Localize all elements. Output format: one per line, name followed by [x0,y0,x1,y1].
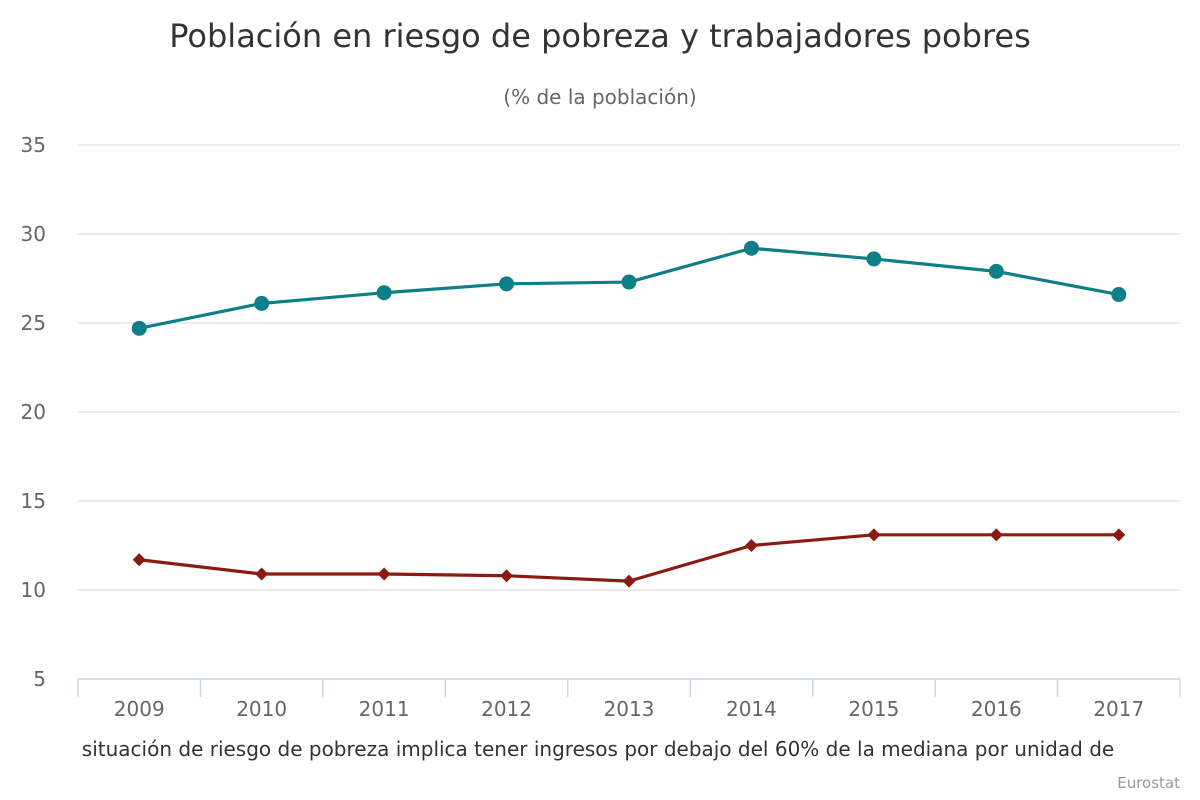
chart-title: Población en riesgo de pobreza y trabaja… [169,17,1031,55]
data-point[interactable] [131,320,147,336]
data-point[interactable] [866,251,882,267]
x-axis-labels: 2009 2010 2011 2012 2013 2014 2015 2016 2017 [114,697,1144,721]
x-tick-label: 2016 [971,697,1022,721]
x-axis [77,678,1181,697]
data-point[interactable] [744,539,758,552]
series-group [131,240,1127,588]
chart-credit[interactable]: Eurostat [1117,774,1180,792]
y-tick-label: 10 [21,578,46,602]
y-tick-label: 25 [21,311,46,335]
data-point[interactable] [132,553,146,567]
x-tick-label: 2012 [481,697,532,721]
x-tick-label: 2017 [1093,697,1144,721]
x-tick-label: 2014 [726,697,777,721]
series-2[interactable] [132,528,1126,588]
data-point[interactable] [622,574,636,588]
x-tick-label: 2013 [604,697,655,721]
y-tick-label: 30 [21,222,46,246]
x-tick-label: 2015 [848,697,899,721]
gridlines [78,144,1180,591]
y-axis: 5 10 15 20 25 30 35 [21,133,46,691]
data-point[interactable] [867,528,881,542]
y-tick-label: 15 [21,489,46,513]
data-point[interactable] [499,276,515,292]
data-point[interactable] [1112,528,1126,542]
data-point[interactable] [988,263,1004,279]
y-tick-label: 5 [33,667,46,691]
data-point[interactable] [376,285,392,301]
y-tick-label: 20 [21,400,46,424]
data-point[interactable] [989,528,1003,542]
data-point[interactable] [377,567,391,581]
data-point[interactable] [743,240,759,256]
x-tick-label: 2011 [359,697,410,721]
y-tick-label: 35 [21,133,46,157]
data-point[interactable] [255,567,269,581]
chart-caption: situación de riesgo de pobreza implica t… [82,737,1114,761]
data-point[interactable] [254,295,270,311]
series-2-line[interactable] [137,533,1121,583]
chart-subtitle: (% de la población) [503,85,696,109]
data-point[interactable] [621,274,637,290]
x-tick-label: 2009 [114,697,165,721]
series-1[interactable] [131,240,1127,336]
x-tick-label: 2010 [236,697,287,721]
data-point[interactable] [1111,287,1127,303]
data-point[interactable] [500,569,514,583]
